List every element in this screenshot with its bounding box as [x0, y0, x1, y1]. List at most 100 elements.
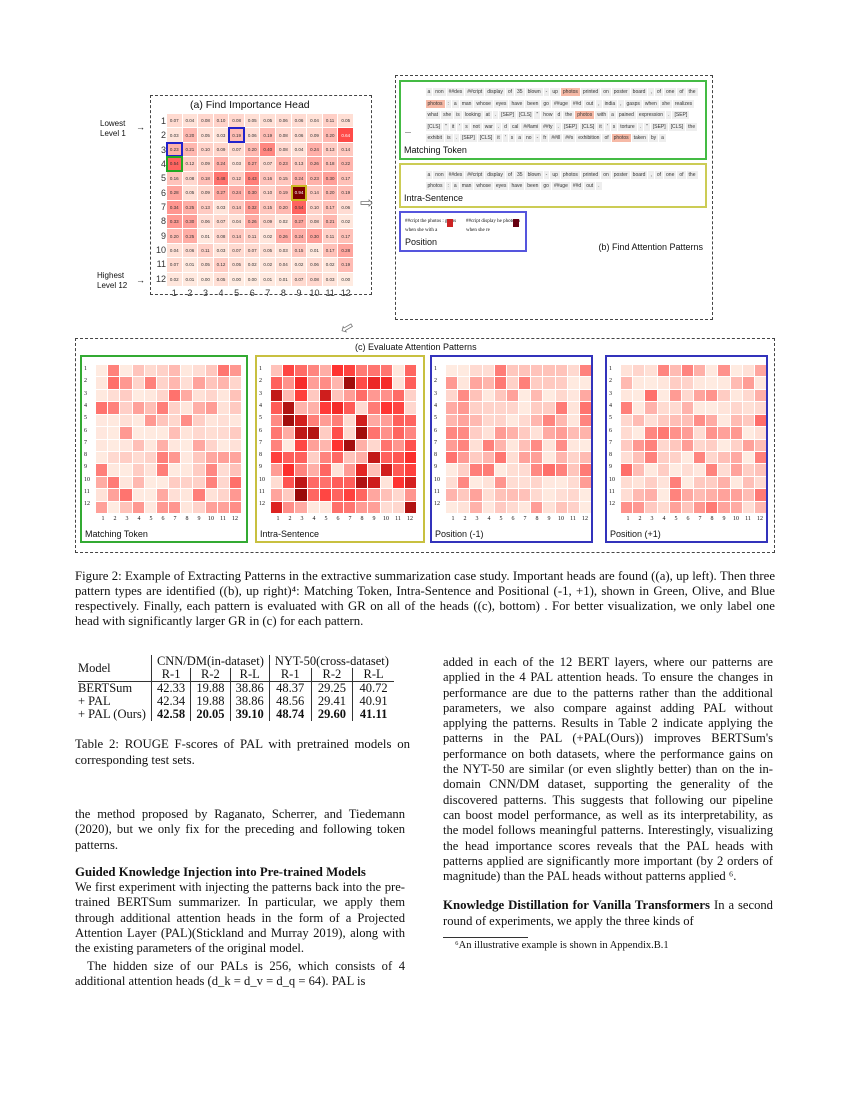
heatmap-cell [205, 489, 217, 501]
heatmap-cell [694, 427, 706, 439]
heatmap-cell [519, 427, 531, 439]
heatmap-cell [271, 464, 283, 476]
heatmap-cell [446, 501, 458, 513]
heatmap-cell [380, 451, 392, 464]
token: pained [616, 111, 636, 119]
token: , [596, 99, 602, 108]
heatmap-cell [96, 365, 108, 377]
heatmap-cell: 0.26 [244, 214, 260, 229]
heatmap-cell: 0.15 [260, 200, 276, 214]
heatmap-cell: 0.16 [260, 171, 276, 186]
heatmap-cell: 0.15 [291, 243, 307, 258]
col-label: 9 [547, 516, 551, 522]
heatmap-cell: 0.07 [244, 243, 260, 258]
col-label: 1 [626, 516, 630, 522]
heatmap-cell [718, 489, 730, 501]
heatmap-cell [645, 439, 657, 451]
token: of [505, 170, 515, 179]
heatmap-cell [633, 389, 645, 402]
heatmap-cell [368, 439, 380, 451]
heatmap-cell [621, 365, 633, 377]
heatmap-cell [108, 476, 120, 489]
heatmap-cell [193, 414, 205, 427]
heatmap-cell: 0.07 [213, 214, 229, 229]
heatmap-cell [730, 501, 742, 513]
token: been [525, 99, 541, 108]
heatmap-cell [108, 489, 120, 501]
heatmap-cell [193, 402, 205, 414]
heatmap-cell [482, 439, 494, 451]
heatmap-cell [555, 476, 567, 489]
token: of [654, 88, 664, 96]
token: photos [425, 99, 445, 108]
row-label: 2 [609, 378, 612, 385]
heatmap-cell: 0.08 [276, 142, 291, 157]
heatmap-cell [132, 489, 144, 501]
heatmap-cell [380, 365, 392, 377]
heatmap-cell [754, 451, 766, 464]
token: a [451, 99, 459, 108]
heatmap-cell [331, 365, 343, 377]
heatmap-cell [96, 414, 108, 427]
heatmap-cell: 0.03 [213, 243, 229, 258]
heatmap-cell: 0.20 [276, 200, 291, 214]
heatmap-cell [229, 377, 241, 389]
heatmap-cell: 0.21 [182, 142, 198, 157]
heatmap-cell [543, 389, 555, 402]
heatmap-cell [694, 402, 706, 414]
heatmap-cell [567, 439, 579, 451]
col-labels: 1 2 3 4 5 6 7 8 9 10 11 12 [167, 288, 353, 298]
heatmap-cell [319, 489, 331, 501]
heatmap-cell [494, 402, 506, 414]
heatmap-cell [706, 402, 718, 414]
heatmap-cell [718, 389, 730, 402]
heatmap-cell: 0.33 [167, 214, 182, 229]
col-label: 10 [383, 516, 389, 522]
gr-panel: 1 1 2 2 3 3 4 4 5 5 6 6 7 7 8 8 9 9 10 10 11 11 12 12 Matching T… [80, 355, 248, 543]
heatmap-cell [156, 489, 168, 501]
heatmap-cell: 0.24 [291, 229, 307, 243]
token: a [516, 134, 524, 142]
heatmap-cell [531, 476, 543, 489]
heatmap-cell [217, 501, 229, 513]
token: poster [611, 88, 630, 96]
panel-a-title: (a) Find Importance Head [190, 99, 310, 111]
token: . [495, 122, 502, 131]
heatmap-cell [271, 451, 283, 464]
heatmap-cell [144, 427, 156, 439]
heatmap-cell [295, 402, 307, 414]
heatmap-cell [169, 464, 181, 476]
heatmap-cell [181, 476, 193, 489]
gr-panel-label: Matching Token [85, 529, 148, 539]
heatmap-cell [754, 489, 766, 501]
token: ##cript [465, 88, 485, 96]
heatmap-cell: 0.10 [260, 186, 276, 200]
heatmap-cell [344, 489, 356, 501]
heatmap-cell [96, 464, 108, 476]
row-label: 5 [259, 415, 262, 422]
token: s [463, 122, 470, 131]
token: exhibition [576, 134, 602, 142]
token: ##ill [549, 134, 563, 142]
heatmap-cell [706, 365, 718, 377]
token: out [584, 99, 596, 108]
heatmap-cell [132, 476, 144, 489]
token: it [495, 134, 502, 142]
heatmap-cell [657, 402, 669, 414]
heatmap-cell [169, 476, 181, 489]
token: 35 [515, 88, 525, 96]
row-label: 3 [609, 390, 612, 397]
heatmap-cell [494, 377, 506, 389]
row-label: 1 [259, 366, 262, 372]
heatmap-cell [645, 464, 657, 476]
token: : [445, 182, 451, 190]
token: a [609, 111, 616, 119]
heatmap-cell: 0.01 [276, 272, 291, 286]
heatmap-cell [96, 402, 108, 414]
heatmap-cell [132, 389, 144, 402]
heatmap-cell [132, 439, 144, 451]
col-label: 6 [686, 516, 690, 522]
heatmap-cell [181, 489, 193, 501]
heatmap-cell [645, 414, 657, 427]
heatmap-cell [543, 451, 555, 464]
